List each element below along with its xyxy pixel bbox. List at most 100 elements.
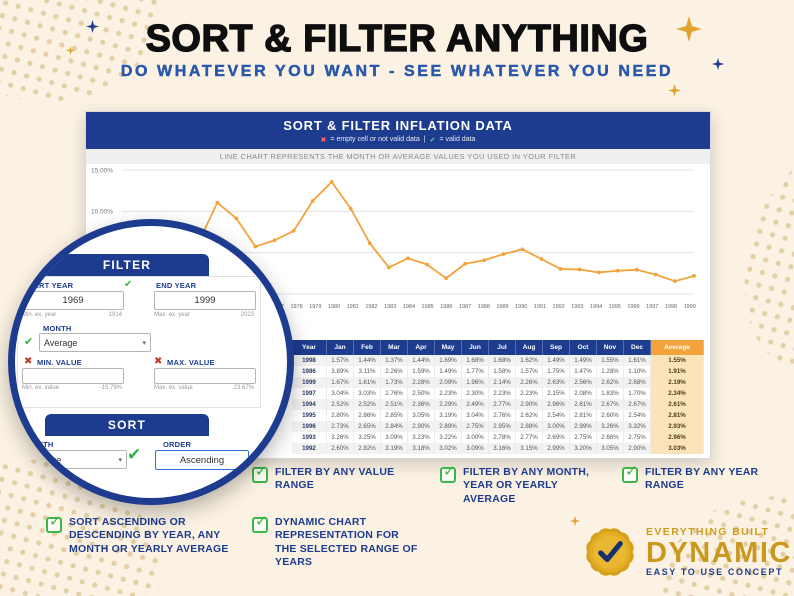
value-cell[interactable]: 1.68%: [461, 355, 489, 366]
value-cell[interactable]: 2.54%: [542, 410, 570, 421]
value-cell[interactable]: 2.15%: [542, 388, 570, 399]
value-cell[interactable]: 2.99%: [542, 443, 570, 454]
value-cell[interactable]: 2.23%: [434, 388, 462, 399]
value-cell[interactable]: 3.26%: [326, 432, 354, 443]
value-cell[interactable]: 3.23%: [407, 432, 435, 443]
value-cell[interactable]: 1.75%: [542, 366, 570, 377]
value-cell[interactable]: 2.52%: [326, 399, 354, 410]
value-cell[interactable]: 3.11%: [353, 366, 381, 377]
value-cell[interactable]: 1.62%: [515, 355, 543, 366]
value-cell[interactable]: 2.78%: [488, 432, 516, 443]
value-cell[interactable]: 1.73%: [380, 377, 408, 388]
value-cell[interactable]: 2.99%: [569, 421, 597, 432]
value-cell[interactable]: 3.04%: [326, 388, 354, 399]
value-cell[interactable]: 1.37%: [380, 355, 408, 366]
average-cell[interactable]: 2.81%: [650, 410, 704, 421]
max-value-input[interactable]: [154, 368, 256, 384]
value-cell[interactable]: 2.88%: [515, 421, 543, 432]
value-cell[interactable]: 1.67%: [326, 377, 354, 388]
year-cell[interactable]: 1996: [292, 421, 327, 432]
value-cell[interactable]: 2.62%: [596, 377, 624, 388]
value-cell[interactable]: 2.14%: [488, 377, 516, 388]
value-cell[interactable]: 2.82%: [353, 443, 381, 454]
value-cell[interactable]: 3.19%: [434, 410, 462, 421]
value-cell[interactable]: 3.16%: [488, 443, 516, 454]
value-cell[interactable]: 2.85%: [380, 410, 408, 421]
year-cell[interactable]: 1999: [292, 377, 327, 388]
value-cell[interactable]: 3.32%: [623, 421, 651, 432]
start-year-input[interactable]: 1969: [22, 291, 124, 310]
sort-month-select[interactable]: Average ▾: [23, 450, 127, 469]
value-cell[interactable]: 3.09%: [380, 432, 408, 443]
value-cell[interactable]: 2.23%: [488, 388, 516, 399]
value-cell[interactable]: 2.80%: [326, 410, 354, 421]
value-cell[interactable]: 1.57%: [515, 366, 543, 377]
value-cell[interactable]: 2.28%: [407, 377, 435, 388]
year-cell[interactable]: 1995: [292, 410, 327, 421]
value-cell[interactable]: 3.89%: [326, 366, 354, 377]
value-cell[interactable]: 2.30%: [461, 388, 489, 399]
value-cell[interactable]: 2.95%: [488, 421, 516, 432]
value-cell[interactable]: 1.49%: [434, 366, 462, 377]
value-cell[interactable]: 2.67%: [623, 399, 651, 410]
average-cell[interactable]: 2.93%: [650, 421, 704, 432]
value-cell[interactable]: 2.36%: [407, 399, 435, 410]
value-cell[interactable]: 2.63%: [542, 377, 570, 388]
average-cell[interactable]: 2.96%: [650, 432, 704, 443]
value-cell[interactable]: 2.68%: [623, 377, 651, 388]
value-cell[interactable]: 2.96%: [542, 399, 570, 410]
value-cell[interactable]: 2.56%: [569, 377, 597, 388]
min-value-input[interactable]: [22, 368, 124, 384]
value-cell[interactable]: 3.04%: [461, 410, 489, 421]
year-cell[interactable]: 1993: [292, 432, 327, 443]
value-cell[interactable]: 3.26%: [596, 421, 624, 432]
value-cell[interactable]: 1.49%: [569, 355, 597, 366]
value-cell[interactable]: 2.60%: [596, 410, 624, 421]
value-cell[interactable]: 1.28%: [596, 366, 624, 377]
value-cell[interactable]: 3.20%: [569, 443, 597, 454]
value-cell[interactable]: 2.75%: [569, 432, 597, 443]
value-cell[interactable]: 2.29%: [434, 399, 462, 410]
value-cell[interactable]: 2.75%: [461, 421, 489, 432]
value-cell[interactable]: 2.60%: [326, 443, 354, 454]
value-cell[interactable]: 2.75%: [623, 432, 651, 443]
value-cell[interactable]: 2.54%: [623, 410, 651, 421]
value-cell[interactable]: 2.61%: [569, 399, 597, 410]
value-cell[interactable]: 3.00%: [461, 432, 489, 443]
value-cell[interactable]: 3.09%: [461, 443, 489, 454]
value-cell[interactable]: 3.05%: [596, 443, 624, 454]
value-cell[interactable]: 2.68%: [596, 432, 624, 443]
value-cell[interactable]: 2.73%: [326, 421, 354, 432]
average-cell[interactable]: 1.55%: [650, 355, 704, 366]
value-cell[interactable]: 2.90%: [515, 399, 543, 410]
value-cell[interactable]: 3.02%: [434, 443, 462, 454]
year-cell[interactable]: 1992: [292, 443, 327, 454]
value-cell[interactable]: 2.09%: [434, 377, 462, 388]
value-cell[interactable]: 2.81%: [569, 410, 597, 421]
average-cell[interactable]: 3.03%: [650, 443, 704, 454]
value-cell[interactable]: 2.50%: [407, 388, 435, 399]
value-cell[interactable]: 1.68%: [488, 355, 516, 366]
value-cell[interactable]: 1.44%: [353, 355, 381, 366]
value-cell[interactable]: 3.00%: [542, 421, 570, 432]
year-cell[interactable]: 1998: [292, 355, 327, 366]
value-cell[interactable]: 2.08%: [569, 388, 597, 399]
value-cell[interactable]: 3.19%: [380, 443, 408, 454]
value-cell[interactable]: 3.22%: [434, 432, 462, 443]
value-cell[interactable]: 1.83%: [596, 388, 624, 399]
value-cell[interactable]: 2.67%: [596, 399, 624, 410]
value-cell[interactable]: 1.49%: [542, 355, 570, 366]
value-cell[interactable]: 1.44%: [407, 355, 435, 366]
value-cell[interactable]: 2.52%: [353, 399, 381, 410]
value-cell[interactable]: 1.47%: [569, 366, 597, 377]
order-input[interactable]: Ascending: [155, 450, 249, 470]
value-cell[interactable]: 1.59%: [407, 366, 435, 377]
value-cell[interactable]: 2.86%: [353, 410, 381, 421]
year-cell[interactable]: 1986: [292, 366, 327, 377]
value-cell[interactable]: 2.77%: [488, 399, 516, 410]
value-cell[interactable]: 2.90%: [623, 443, 651, 454]
value-cell[interactable]: 2.26%: [515, 377, 543, 388]
value-cell[interactable]: 2.23%: [515, 388, 543, 399]
value-cell[interactable]: 2.69%: [542, 432, 570, 443]
value-cell[interactable]: 2.49%: [461, 399, 489, 410]
